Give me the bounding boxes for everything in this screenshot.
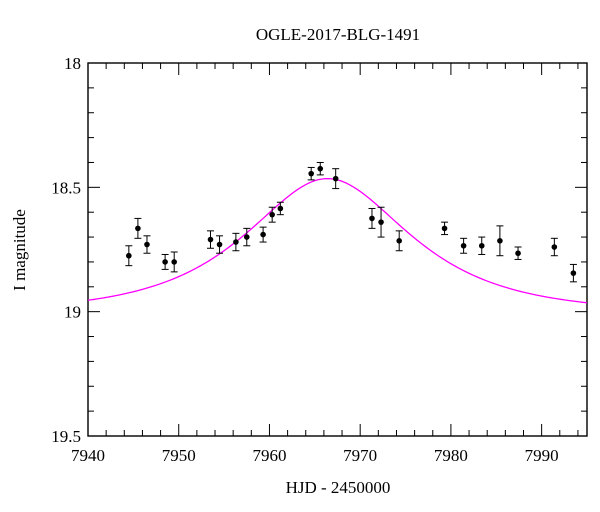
data-point bbox=[125, 245, 133, 267]
point-marker bbox=[515, 250, 521, 257]
x-tick-label: 7950 bbox=[162, 446, 196, 465]
data-point bbox=[259, 226, 267, 243]
data-point bbox=[216, 235, 224, 254]
point-marker bbox=[570, 270, 577, 276]
y-tick-label: 18 bbox=[64, 54, 81, 73]
data-point bbox=[460, 237, 468, 254]
y-tick-label: 18.5 bbox=[51, 178, 81, 197]
point-marker bbox=[308, 170, 314, 177]
x-axis-label: HJD - 2450000 bbox=[286, 478, 391, 497]
model-curve-group bbox=[87, 177, 588, 304]
x-tick-labels: 7940 7950 7960 7970 7980 7990 bbox=[71, 446, 559, 465]
data-point bbox=[243, 227, 251, 247]
data-point bbox=[143, 235, 151, 254]
point-marker bbox=[396, 237, 402, 244]
x-tick-label: 7960 bbox=[252, 446, 286, 465]
y-axis-label: I magnitude bbox=[10, 209, 29, 291]
point-marker bbox=[144, 241, 150, 248]
point-marker bbox=[135, 225, 141, 232]
x-tick-label: 7980 bbox=[434, 446, 468, 465]
point-marker bbox=[216, 241, 223, 248]
x-tick-label: 7970 bbox=[343, 446, 377, 465]
point-marker bbox=[233, 239, 239, 245]
data-point bbox=[514, 246, 522, 260]
point-marker bbox=[332, 175, 339, 182]
model-curve bbox=[87, 177, 588, 304]
y-tick-labels: 18 18.5 19 19.5 bbox=[51, 54, 81, 446]
data-point bbox=[161, 253, 169, 270]
data-point bbox=[170, 251, 178, 273]
point-marker bbox=[260, 231, 266, 238]
point-marker bbox=[243, 234, 250, 240]
x-tick-label: 7990 bbox=[525, 446, 559, 465]
data-point bbox=[550, 237, 558, 257]
point-marker bbox=[317, 165, 324, 172]
data-points-group bbox=[125, 161, 577, 283]
data-point bbox=[307, 166, 315, 181]
point-marker bbox=[497, 237, 503, 244]
data-point bbox=[316, 161, 324, 176]
data-point bbox=[268, 206, 276, 223]
point-marker bbox=[171, 259, 177, 265]
point-marker bbox=[369, 215, 375, 222]
point-marker bbox=[162, 259, 168, 265]
data-point bbox=[496, 225, 504, 257]
y-tick-label: 19 bbox=[64, 303, 81, 322]
data-point bbox=[569, 263, 577, 283]
y-tick-label: 19.5 bbox=[51, 427, 81, 446]
data-point bbox=[377, 206, 385, 238]
axis-ticks bbox=[87, 62, 587, 437]
point-marker bbox=[441, 225, 448, 232]
point-marker bbox=[378, 219, 384, 225]
data-point bbox=[368, 207, 376, 229]
data-point bbox=[441, 221, 449, 236]
point-marker bbox=[269, 211, 275, 218]
plot-frame bbox=[87, 62, 588, 437]
data-point bbox=[395, 230, 403, 252]
point-marker bbox=[460, 242, 467, 249]
point-marker bbox=[551, 244, 558, 250]
point-marker bbox=[207, 236, 214, 243]
x-tick-label: 7940 bbox=[71, 446, 105, 465]
data-point bbox=[276, 201, 284, 216]
point-marker bbox=[478, 242, 485, 249]
point-marker bbox=[126, 252, 132, 259]
data-point bbox=[232, 232, 240, 252]
data-point bbox=[134, 217, 142, 239]
chart-title: OGLE-2017-BLG-1491 bbox=[256, 25, 420, 44]
data-point bbox=[478, 236, 486, 255]
data-point bbox=[206, 230, 214, 249]
point-marker bbox=[277, 205, 284, 212]
data-point bbox=[332, 168, 340, 190]
